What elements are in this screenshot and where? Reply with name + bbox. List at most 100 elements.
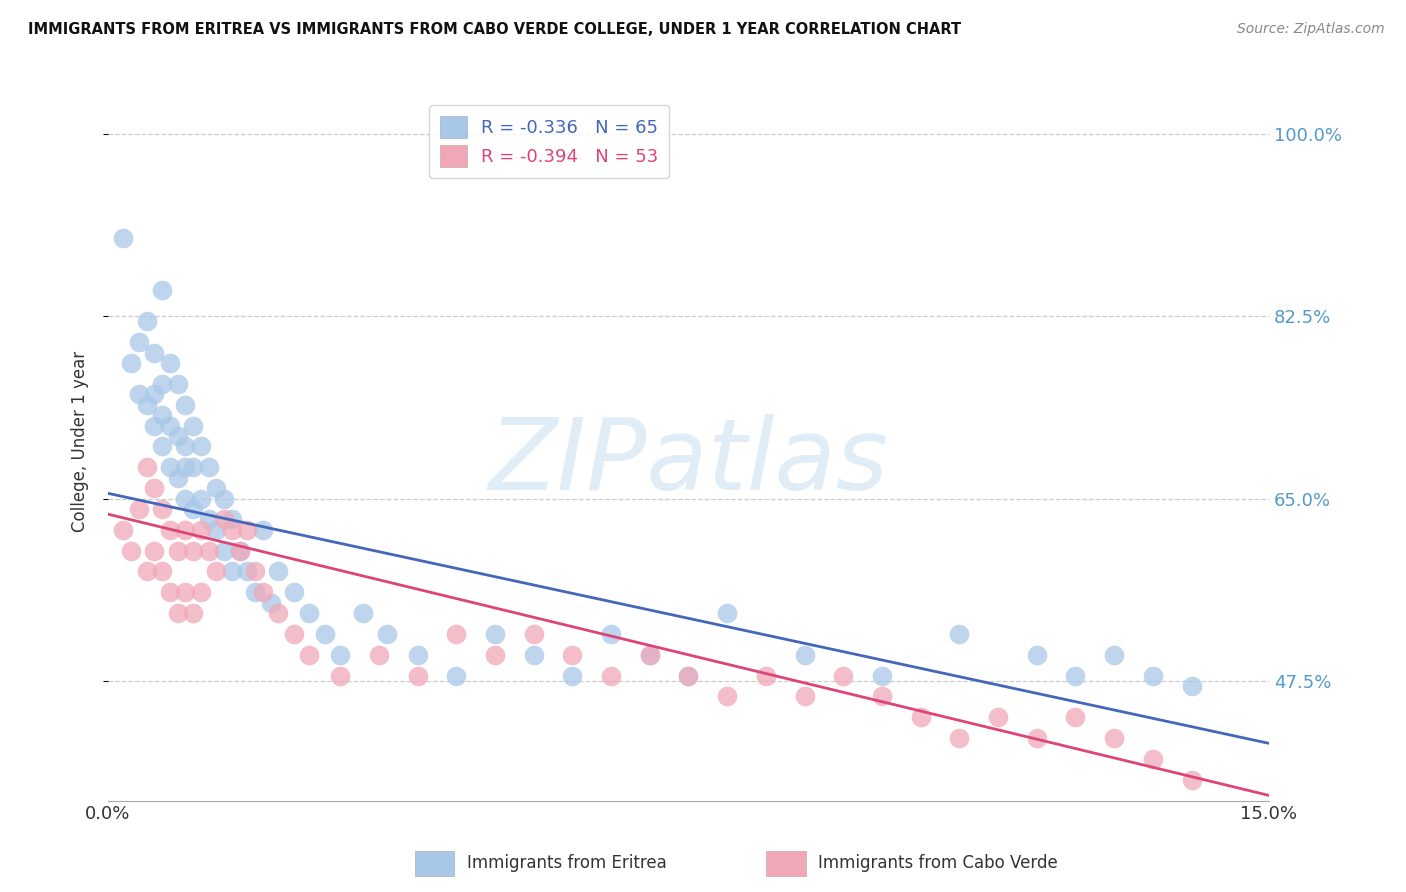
Point — [174, 585, 197, 599]
Point — [143, 418, 166, 433]
Point — [221, 523, 243, 537]
Point — [523, 627, 546, 641]
Text: IMMIGRANTS FROM ERITREA VS IMMIGRANTS FROM CABO VERDE COLLEGE, UNDER 1 YEAR CORR: IMMIGRANTS FROM ERITREA VS IMMIGRANTS FR… — [28, 22, 962, 37]
Point — [259, 596, 281, 610]
Point — [150, 283, 173, 297]
Point — [174, 491, 197, 506]
Point — [446, 627, 468, 641]
Point — [205, 523, 228, 537]
Point — [523, 648, 546, 662]
Point — [150, 440, 173, 454]
Point — [1102, 731, 1125, 745]
Point — [638, 648, 661, 662]
Point — [243, 565, 266, 579]
Point — [135, 565, 157, 579]
Point — [197, 543, 219, 558]
Point — [190, 523, 212, 537]
Point — [870, 668, 893, 682]
Point — [166, 429, 188, 443]
Point — [112, 523, 135, 537]
Point — [166, 376, 188, 391]
Point — [716, 690, 738, 704]
Point — [406, 668, 429, 682]
Point — [143, 345, 166, 359]
Point — [1064, 710, 1087, 724]
Point — [948, 731, 970, 745]
Point — [120, 356, 142, 370]
Point — [135, 460, 157, 475]
Point — [298, 648, 321, 662]
Point — [314, 627, 336, 641]
Point — [181, 418, 204, 433]
Point — [678, 668, 700, 682]
Point — [367, 648, 389, 662]
Point — [212, 491, 235, 506]
Point — [1142, 752, 1164, 766]
Point — [181, 543, 204, 558]
Point — [159, 585, 181, 599]
Point — [1025, 731, 1047, 745]
Point — [143, 543, 166, 558]
Point — [267, 565, 290, 579]
Point — [600, 668, 623, 682]
Point — [755, 668, 778, 682]
Point — [283, 627, 305, 641]
Point — [212, 543, 235, 558]
Legend: R = -0.336   N = 65, R = -0.394   N = 53: R = -0.336 N = 65, R = -0.394 N = 53 — [429, 105, 669, 178]
Point — [561, 648, 583, 662]
Point — [159, 523, 181, 537]
Point — [197, 512, 219, 526]
Point — [793, 690, 815, 704]
Point — [228, 543, 250, 558]
Point — [1064, 668, 1087, 682]
Point — [236, 523, 259, 537]
Point — [832, 668, 855, 682]
Point — [205, 481, 228, 495]
Point — [181, 606, 204, 620]
Y-axis label: College, Under 1 year: College, Under 1 year — [72, 351, 89, 532]
Point — [243, 585, 266, 599]
Point — [638, 648, 661, 662]
Point — [1102, 648, 1125, 662]
Point — [375, 627, 398, 641]
Point — [252, 523, 274, 537]
Point — [174, 523, 197, 537]
Point — [1142, 668, 1164, 682]
Point — [135, 398, 157, 412]
Point — [267, 606, 290, 620]
Point — [166, 471, 188, 485]
Text: Immigrants from Cabo Verde: Immigrants from Cabo Verde — [818, 855, 1059, 872]
Text: Source: ZipAtlas.com: Source: ZipAtlas.com — [1237, 22, 1385, 37]
Point — [190, 491, 212, 506]
Point — [561, 668, 583, 682]
Point — [1180, 772, 1202, 787]
Point — [1025, 648, 1047, 662]
Point — [143, 481, 166, 495]
Point — [716, 606, 738, 620]
Point — [166, 606, 188, 620]
Text: ZIPatlas: ZIPatlas — [488, 414, 889, 511]
Point — [221, 512, 243, 526]
Point — [181, 502, 204, 516]
Point — [987, 710, 1010, 724]
Point — [174, 460, 197, 475]
Point — [221, 565, 243, 579]
Point — [600, 627, 623, 641]
Point — [298, 606, 321, 620]
Point — [174, 398, 197, 412]
Point — [205, 565, 228, 579]
Point — [159, 460, 181, 475]
Point — [128, 335, 150, 350]
Point — [406, 648, 429, 662]
Point — [252, 585, 274, 599]
Point — [283, 585, 305, 599]
Point — [135, 314, 157, 328]
Point — [236, 565, 259, 579]
Point — [190, 440, 212, 454]
Point — [329, 648, 352, 662]
Point — [446, 668, 468, 682]
Point — [212, 512, 235, 526]
Point — [870, 690, 893, 704]
Point — [166, 543, 188, 558]
Point — [174, 440, 197, 454]
